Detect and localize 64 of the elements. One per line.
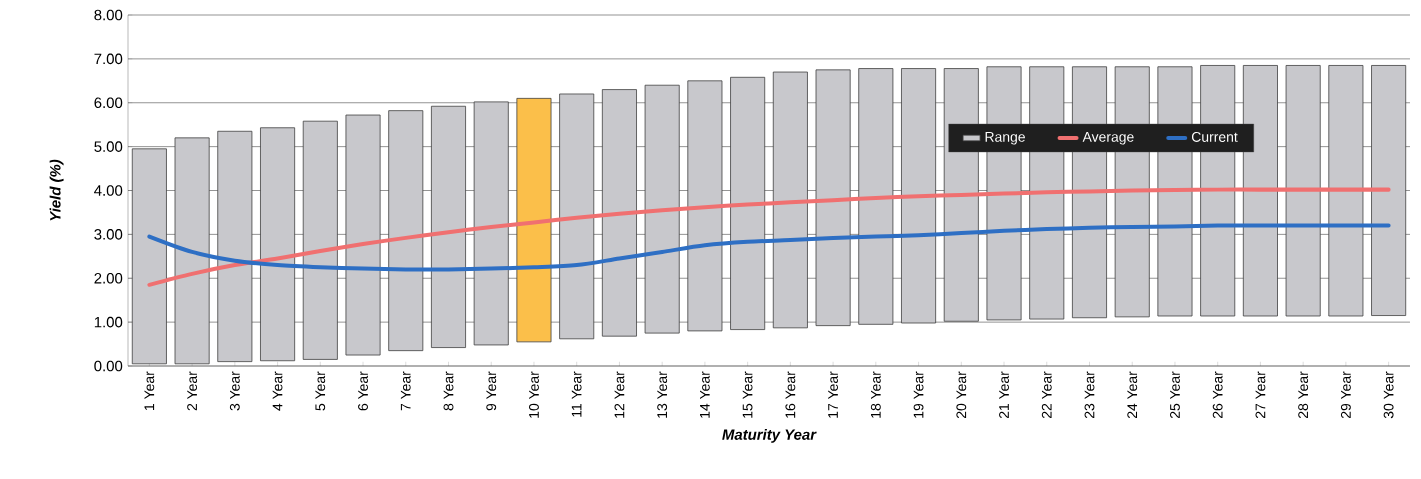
bar bbox=[1371, 65, 1407, 316]
x-tick-label: 17 Year bbox=[828, 371, 838, 418]
bar bbox=[601, 89, 637, 337]
x-tick-label: 8 Year bbox=[443, 371, 454, 411]
bar bbox=[901, 68, 937, 324]
bar bbox=[345, 114, 381, 356]
x-tick-label: 4 Year bbox=[272, 371, 283, 411]
x-tick-label: 14 Year bbox=[700, 371, 710, 418]
x-tick-label: 18 Year bbox=[870, 371, 881, 418]
x-tick-label: 23 Year bbox=[1084, 371, 1095, 419]
x-tick-label: 16 Year bbox=[785, 371, 796, 418]
x-tick-label: 27 Year bbox=[1255, 371, 1266, 419]
x-tick-label: 20 Year bbox=[956, 371, 967, 419]
y-tick-label: 7.00 bbox=[94, 53, 123, 65]
y-axis-title: Yield (%) bbox=[49, 159, 64, 221]
bar bbox=[1285, 65, 1321, 317]
x-tick-label: 10 Year bbox=[529, 371, 539, 418]
x-tick-label: 29 Year bbox=[1340, 371, 1351, 419]
bar bbox=[772, 71, 808, 329]
bar bbox=[302, 120, 338, 360]
legend-label: Current bbox=[1191, 131, 1238, 142]
y-tick-label: 1.00 bbox=[94, 316, 123, 328]
x-tick-label: 26 Year bbox=[1212, 371, 1223, 419]
x-tick-label: 6 Year bbox=[358, 371, 368, 411]
x-tick-label: 28 Year bbox=[1298, 371, 1309, 419]
bar bbox=[815, 69, 851, 327]
bar bbox=[858, 68, 894, 325]
y-tick-label: 4.00 bbox=[94, 185, 123, 196]
bar bbox=[1328, 65, 1364, 317]
x-tick-label: 11 Year bbox=[571, 371, 582, 417]
x-tick-label: 5 Year bbox=[315, 371, 326, 411]
bar bbox=[473, 101, 509, 346]
x-tick-label: 9 Year bbox=[486, 371, 497, 411]
bar bbox=[730, 76, 766, 330]
y-tick-label: 3.00 bbox=[94, 229, 123, 240]
y-tick-label: 2.00 bbox=[94, 272, 123, 284]
x-tick-label: 19 Year bbox=[913, 371, 924, 418]
bar bbox=[388, 110, 424, 352]
x-tick-label: 24 Year bbox=[1127, 371, 1138, 419]
x-axis-title: Maturity Year bbox=[722, 428, 817, 443]
x-tick-label: 15 Year bbox=[742, 371, 753, 418]
x-tick-label: 1 Year bbox=[144, 371, 155, 410]
x-tick-label: 30 Year bbox=[1383, 371, 1394, 419]
legend-label: Average bbox=[1082, 132, 1134, 145]
bar bbox=[516, 97, 552, 343]
x-tick-label: 2 Year bbox=[187, 371, 198, 411]
x-tick-label: 13 Year bbox=[657, 371, 668, 418]
x-tick-label: 25 Year bbox=[1170, 371, 1180, 419]
y-tick-label: 6.00 bbox=[94, 97, 123, 109]
x-tick-label: 22 Year bbox=[1041, 371, 1052, 419]
bar bbox=[644, 84, 680, 334]
bar bbox=[431, 105, 466, 348]
x-tick-label: 7 Year bbox=[400, 371, 411, 411]
bar bbox=[559, 93, 595, 340]
y-tick-label: 8.00 bbox=[94, 9, 123, 21]
y-tick-label: 0.00 bbox=[94, 360, 123, 372]
line-series bbox=[147, 187, 1391, 287]
x-tick-label: 12 Year bbox=[614, 371, 625, 418]
x-tick-label: 21 Year bbox=[999, 371, 1009, 419]
legend-label: Range bbox=[985, 132, 1025, 145]
line-series bbox=[147, 223, 1391, 272]
y-tick-label: 5.00 bbox=[94, 141, 123, 152]
bar bbox=[687, 80, 723, 332]
x-tick-label: 3 Year bbox=[229, 371, 240, 411]
